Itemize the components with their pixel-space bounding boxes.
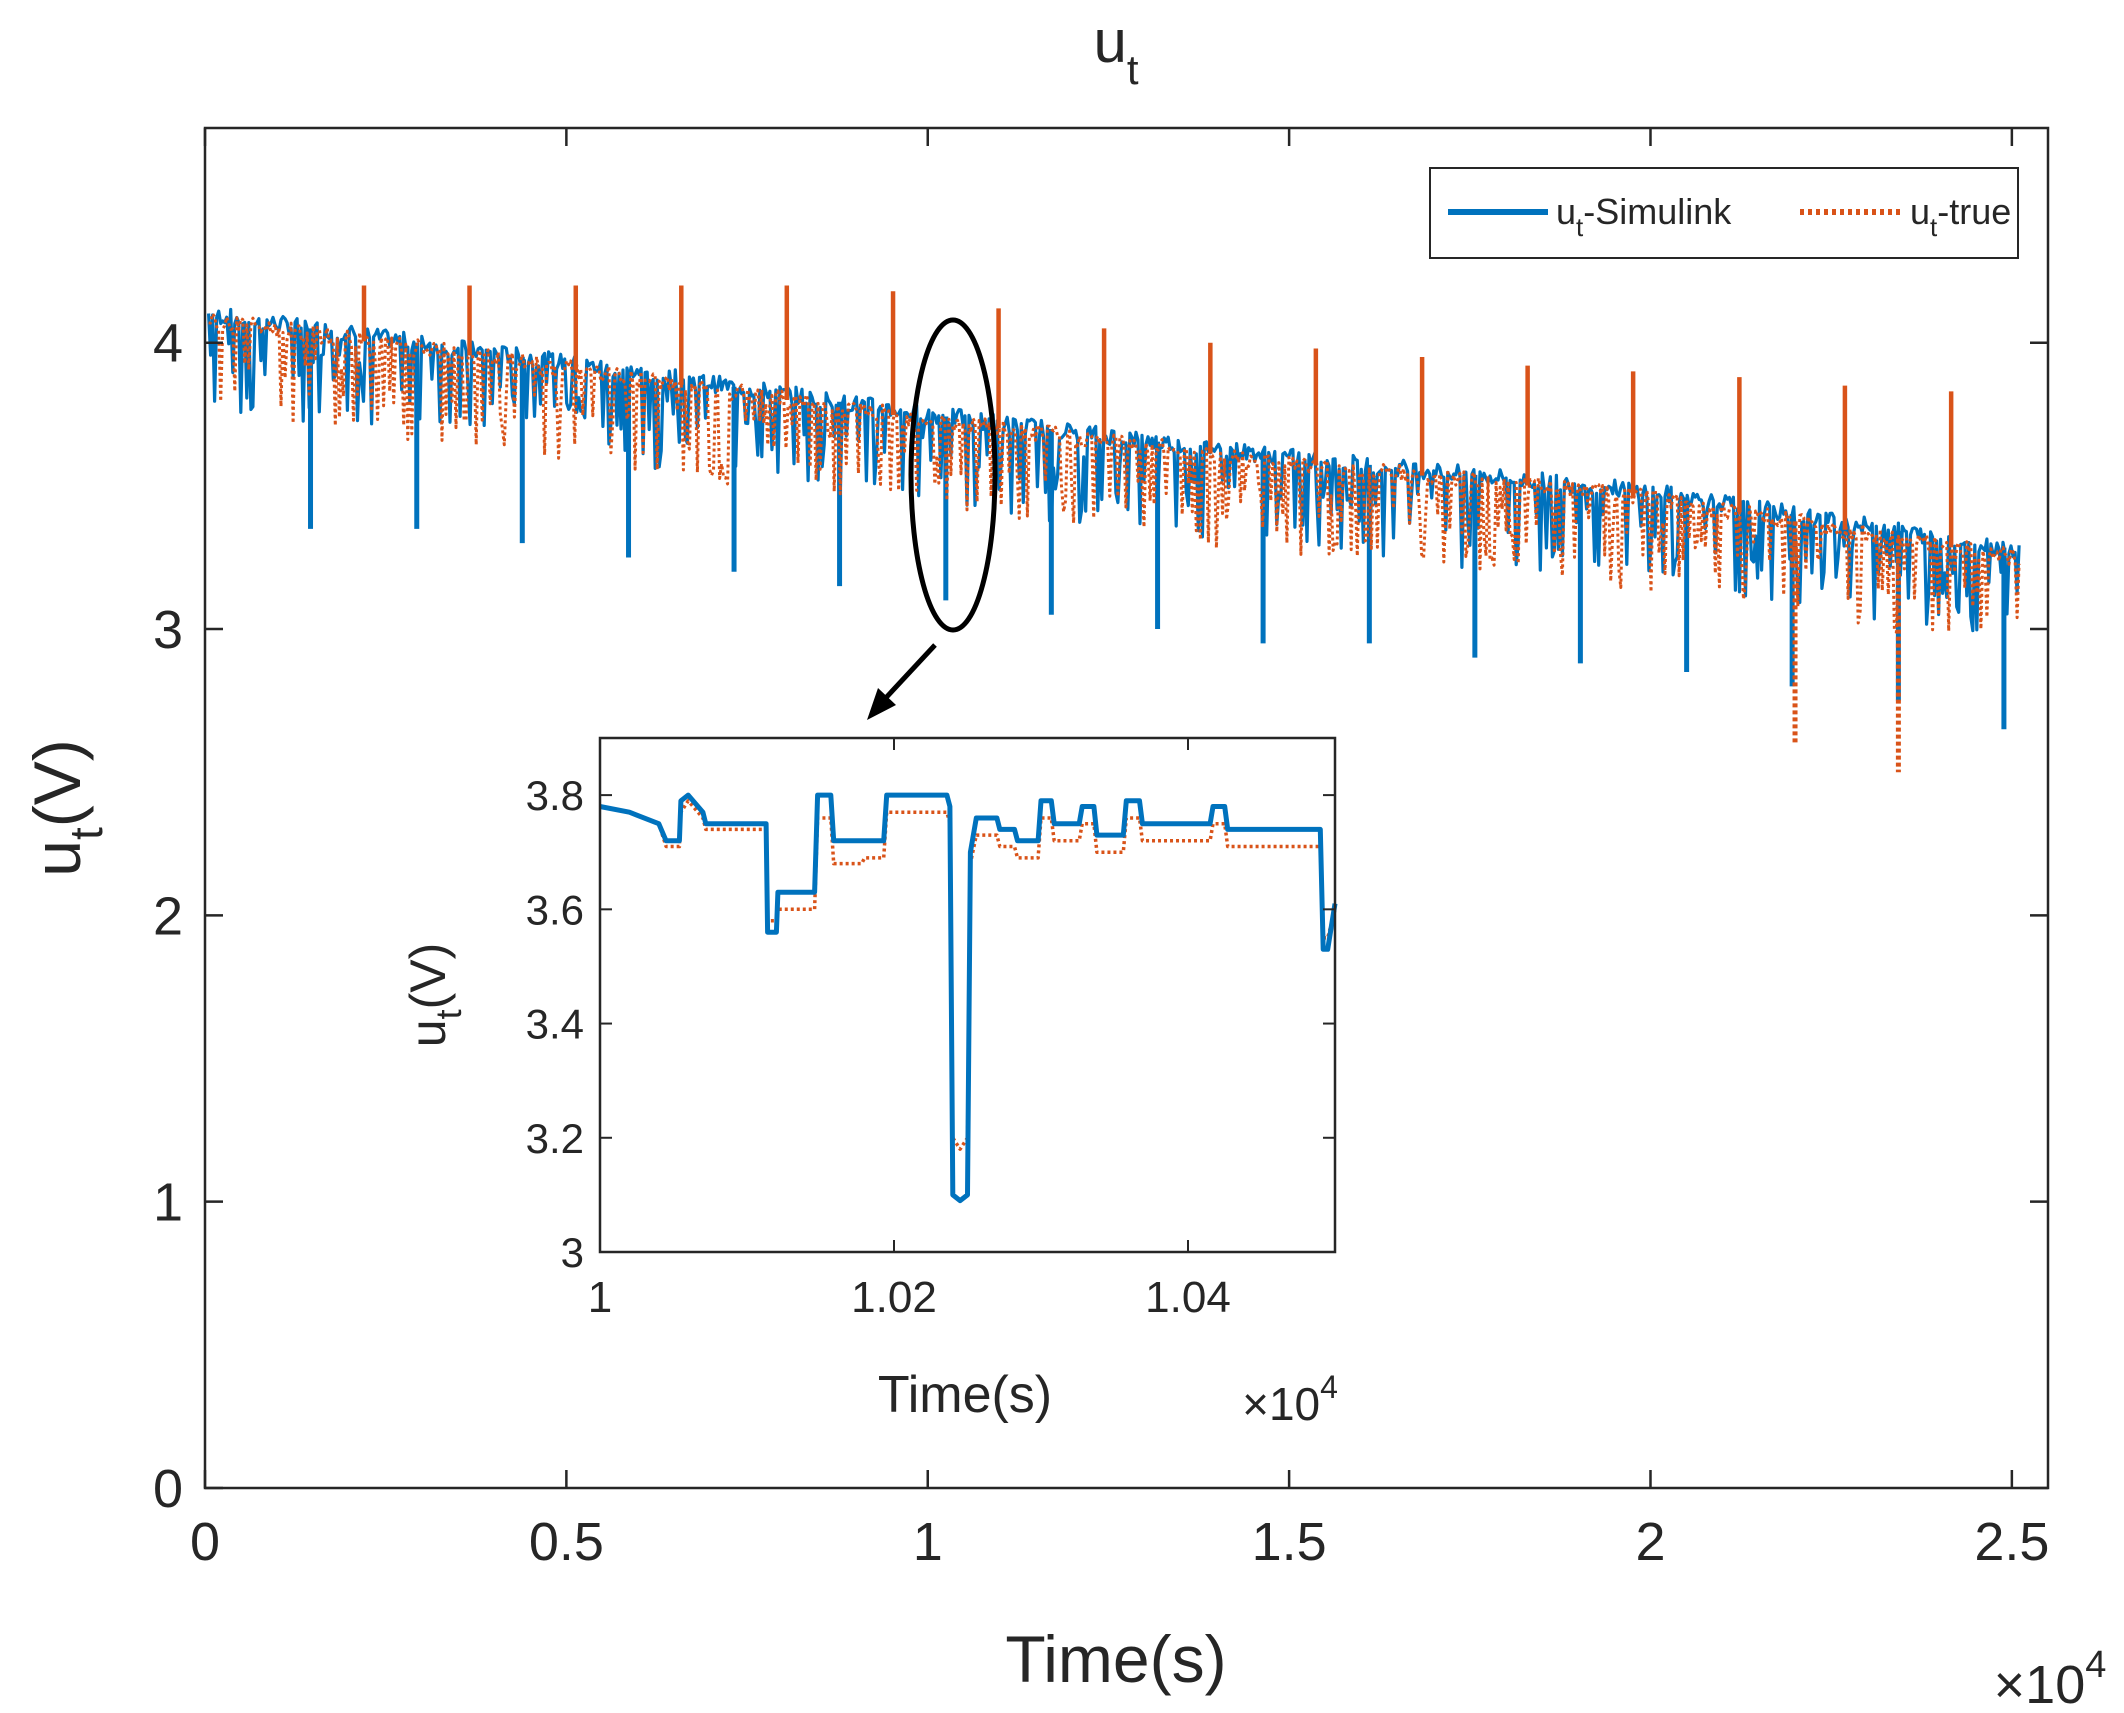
main-y-tick-label: 1 <box>153 1173 183 1233</box>
zoom-ellipse <box>908 317 998 633</box>
inset-trace-simulink <box>599 792 1338 1204</box>
main-x-tick-label: 0 <box>190 1512 220 1572</box>
main-x-tick-label: 0.5 <box>529 1512 604 1572</box>
main-title-base: u <box>1093 8 1126 75</box>
inset-y-tick-label: 3.6 <box>526 886 584 933</box>
legend-simulink-label: ut-Simulink <box>1556 191 1732 242</box>
main-y-tick-label: 4 <box>153 314 183 374</box>
legend-simulink-sub: t <box>1576 212 1584 242</box>
inset-trace-true <box>599 799 1337 1151</box>
main-y-tick-label: 3 <box>153 600 183 660</box>
inset-y-tick-label: 3.2 <box>526 1115 584 1162</box>
main-trace-true <box>208 312 2021 634</box>
main-y-label-sub: t <box>60 827 112 840</box>
inset-x-axis-label: Time(s) <box>878 1366 1052 1424</box>
legend-true-sub: t <box>1930 212 1938 242</box>
main-y-tick-label: 0 <box>153 1459 183 1519</box>
main-x-tick-label: 2 <box>1635 1512 1665 1572</box>
main-x-multiplier-exp: 4 <box>2085 1644 2106 1686</box>
zoom-annotation <box>867 317 998 720</box>
main-title: ut <box>1093 8 1138 93</box>
legend-true-label: ut-true <box>1910 191 2011 242</box>
zoom-arrow-line <box>880 643 937 704</box>
main-trace-simulink <box>207 307 2021 633</box>
main-x-tick-label: 1.5 <box>1252 1512 1327 1572</box>
inset-y-axis-label: ut(V) <box>400 943 469 1047</box>
inset-y-tick-label: 3 <box>561 1229 584 1276</box>
inset-chart: 1 1.02 1.04 3 3.2 3.4 3.6 3.8 Time(s) ×104 ut(V… <box>400 736 1338 1430</box>
inset-y-label-base: u <box>400 1019 456 1047</box>
zoom-arrow-head <box>867 688 896 720</box>
inset-axis-ticks: 1 1.02 1.04 3 3.2 3.4 3.6 3.8 <box>526 738 1335 1322</box>
inset-x-tick-label: 1.04 <box>1145 1273 1231 1322</box>
legend-simulink-base: u <box>1556 191 1576 232</box>
main-y-label-suffix: (V) <box>20 739 94 827</box>
inset-series-group <box>599 792 1338 1204</box>
main-y-axis-label: ut(V) <box>20 739 112 876</box>
inset-y-tick-label: 3.8 <box>526 772 584 819</box>
main-series-true <box>208 285 2021 773</box>
main-series-simulink <box>207 307 2021 730</box>
main-x-tick-label: 1 <box>913 1512 943 1572</box>
inset-x-multiplier: ×104 <box>1242 1369 1338 1430</box>
main-plot-frame <box>203 126 2050 1490</box>
legend-true-base: u <box>1910 191 1930 232</box>
legend: ut-Simulink ut-true <box>1429 167 2019 259</box>
main-y-label-base: u <box>20 840 94 877</box>
legend-true-suffix: -true <box>1937 191 2011 232</box>
main-axis-ticks: 0 0.5 1 1.5 2 2.5 0 1 2 3 4 <box>153 128 2049 1572</box>
main-x-axis-label: Time(s) <box>1005 1622 1226 1696</box>
legend-simulink-suffix: -Simulink <box>1583 191 1732 232</box>
main-title-sub: t <box>1127 46 1139 93</box>
inset-x-tick-label: 1 <box>588 1273 612 1322</box>
inset-x-tick-label: 1.02 <box>851 1273 937 1322</box>
inset-y-label-suffix: (V) <box>400 943 456 1010</box>
main-x-tick-label: 2.5 <box>1974 1512 2049 1572</box>
inset-plot-frame <box>598 736 1337 1254</box>
inset-y-label-sub: t <box>428 1009 469 1019</box>
inset-y-tick-label: 3.4 <box>526 1001 584 1048</box>
main-y-tick-label: 2 <box>153 886 183 946</box>
main-x-multiplier: ×104 <box>1994 1644 2107 1713</box>
main-x-multiplier-base: ×10 <box>1994 1655 2086 1713</box>
main-series-group <box>207 285 2021 773</box>
inset-x-multiplier-exp: 4 <box>1320 1369 1338 1405</box>
inset-x-multiplier-base: ×10 <box>1242 1378 1320 1430</box>
